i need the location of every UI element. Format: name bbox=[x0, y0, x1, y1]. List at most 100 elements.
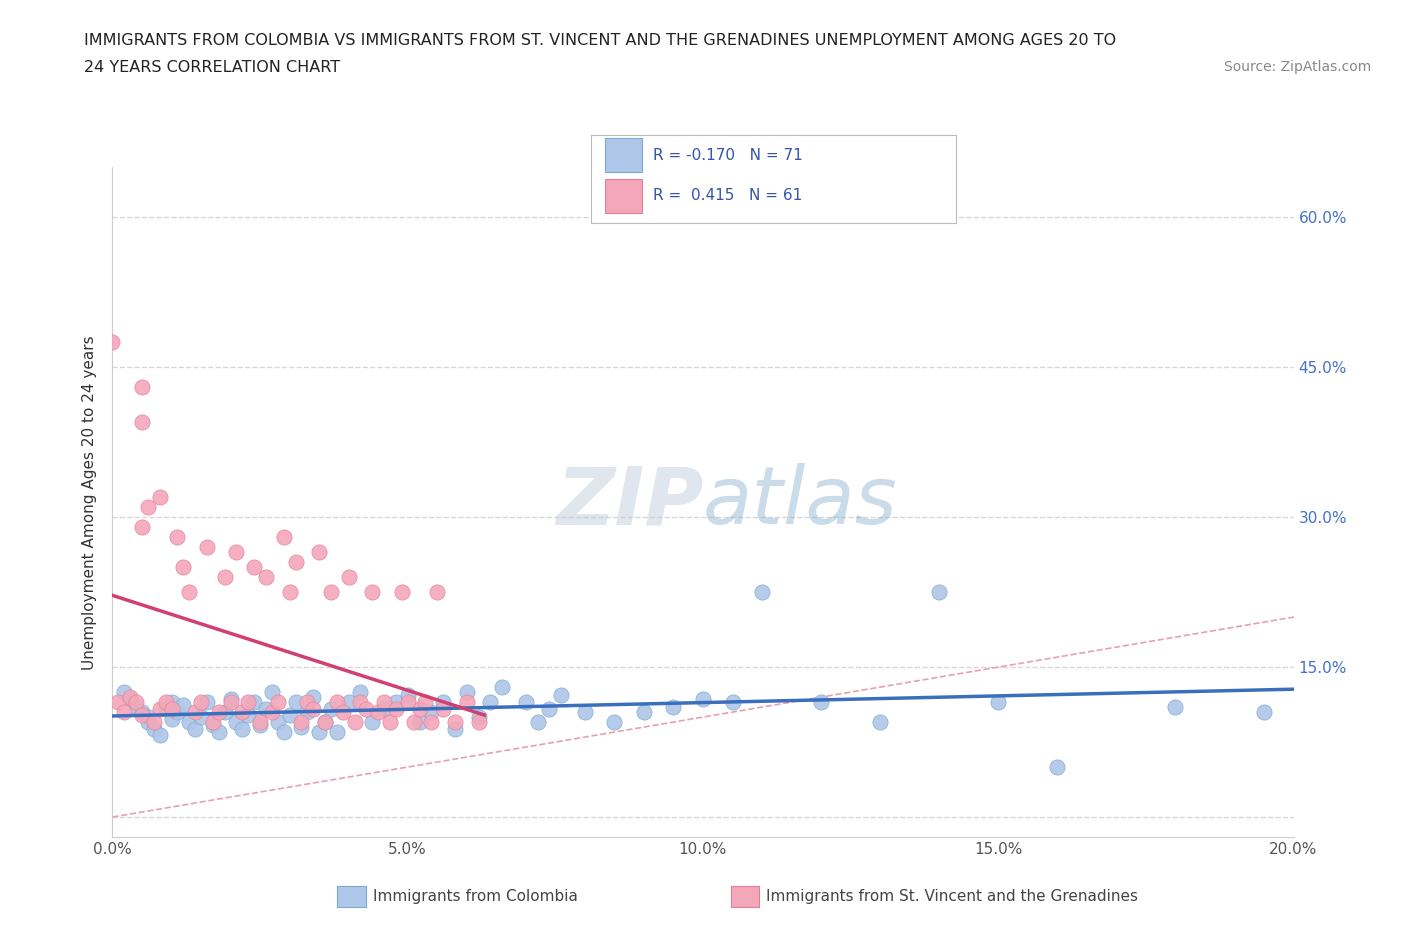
Point bbox=[201, 718, 224, 733]
Point bbox=[420, 714, 443, 729]
Point bbox=[751, 585, 773, 600]
Point bbox=[219, 692, 242, 707]
Point bbox=[479, 695, 502, 710]
Point bbox=[432, 701, 454, 716]
Point bbox=[987, 695, 1010, 710]
Point bbox=[125, 695, 148, 710]
Point bbox=[633, 705, 655, 720]
Point bbox=[136, 499, 159, 514]
Point bbox=[361, 714, 384, 729]
Point bbox=[231, 705, 253, 720]
Point bbox=[219, 695, 242, 710]
Point bbox=[208, 705, 231, 720]
Point bbox=[278, 585, 301, 600]
Point bbox=[120, 690, 142, 705]
Point bbox=[184, 705, 207, 720]
Point bbox=[131, 708, 153, 723]
Point bbox=[238, 708, 260, 723]
Point bbox=[415, 695, 437, 710]
Point bbox=[302, 701, 325, 716]
Y-axis label: Unemployment Among Ages 20 to 24 years: Unemployment Among Ages 20 to 24 years bbox=[82, 335, 97, 670]
Point bbox=[273, 724, 295, 739]
Point bbox=[249, 718, 271, 733]
Point bbox=[314, 714, 336, 729]
Point bbox=[356, 701, 378, 716]
Point bbox=[201, 714, 224, 729]
Point bbox=[273, 530, 295, 545]
Point bbox=[190, 695, 212, 710]
Point bbox=[214, 705, 236, 720]
Point bbox=[308, 545, 330, 560]
Point bbox=[260, 705, 283, 720]
Point bbox=[444, 722, 467, 737]
Point bbox=[225, 545, 247, 560]
Point bbox=[550, 687, 572, 702]
Point bbox=[136, 710, 159, 724]
Point bbox=[155, 701, 177, 716]
Point bbox=[337, 570, 360, 585]
Point bbox=[456, 695, 478, 710]
Point bbox=[420, 705, 443, 720]
Point bbox=[297, 695, 319, 710]
Point bbox=[260, 684, 283, 699]
Point bbox=[402, 714, 425, 729]
Point bbox=[131, 705, 153, 720]
Text: R =  0.415   N = 61: R = 0.415 N = 61 bbox=[652, 188, 801, 204]
Point bbox=[319, 585, 342, 600]
Point bbox=[337, 695, 360, 710]
Point bbox=[131, 379, 153, 394]
Text: Immigrants from St. Vincent and the Grenadines: Immigrants from St. Vincent and the Gren… bbox=[766, 889, 1139, 904]
Point bbox=[179, 585, 201, 600]
Point bbox=[243, 560, 266, 575]
Point bbox=[195, 539, 218, 554]
Point bbox=[267, 714, 290, 729]
Point bbox=[721, 695, 744, 710]
Point bbox=[254, 701, 277, 716]
Point bbox=[467, 710, 489, 724]
Point bbox=[361, 585, 384, 600]
Point bbox=[432, 695, 454, 710]
Point bbox=[396, 687, 419, 702]
Bar bbox=[605, 139, 641, 172]
Point bbox=[491, 680, 513, 695]
Point bbox=[408, 701, 430, 716]
Point bbox=[284, 695, 307, 710]
Point bbox=[1253, 705, 1275, 720]
Point bbox=[172, 560, 194, 575]
Point bbox=[326, 695, 349, 710]
Point bbox=[302, 690, 325, 705]
Point bbox=[391, 585, 413, 600]
Text: 24 YEARS CORRELATION CHART: 24 YEARS CORRELATION CHART bbox=[84, 60, 340, 75]
Point bbox=[142, 722, 165, 737]
Point bbox=[254, 570, 277, 585]
Point bbox=[142, 714, 165, 729]
Point bbox=[378, 714, 401, 729]
Point bbox=[125, 699, 148, 714]
Point bbox=[692, 692, 714, 707]
Point bbox=[349, 684, 371, 699]
Point bbox=[396, 695, 419, 710]
Text: IMMIGRANTS FROM COLOMBIA VS IMMIGRANTS FROM ST. VINCENT AND THE GRENADINES UNEMP: IMMIGRANTS FROM COLOMBIA VS IMMIGRANTS F… bbox=[84, 33, 1116, 47]
Point bbox=[367, 705, 389, 720]
Point bbox=[373, 701, 395, 716]
Text: Source: ZipAtlas.com: Source: ZipAtlas.com bbox=[1223, 60, 1371, 74]
Point bbox=[467, 714, 489, 729]
Point bbox=[155, 695, 177, 710]
Point bbox=[249, 714, 271, 729]
Point bbox=[662, 699, 685, 714]
Point bbox=[149, 701, 172, 716]
Point bbox=[166, 705, 188, 720]
Point bbox=[526, 714, 548, 729]
Point bbox=[810, 695, 832, 710]
Point bbox=[290, 720, 312, 735]
Point bbox=[308, 724, 330, 739]
Point bbox=[373, 695, 395, 710]
Point bbox=[385, 695, 408, 710]
Point bbox=[131, 415, 153, 430]
Text: Immigrants from Colombia: Immigrants from Colombia bbox=[373, 889, 578, 904]
Point bbox=[179, 714, 201, 729]
Point bbox=[112, 705, 135, 720]
Point bbox=[112, 684, 135, 699]
Point bbox=[225, 714, 247, 729]
Point bbox=[195, 695, 218, 710]
